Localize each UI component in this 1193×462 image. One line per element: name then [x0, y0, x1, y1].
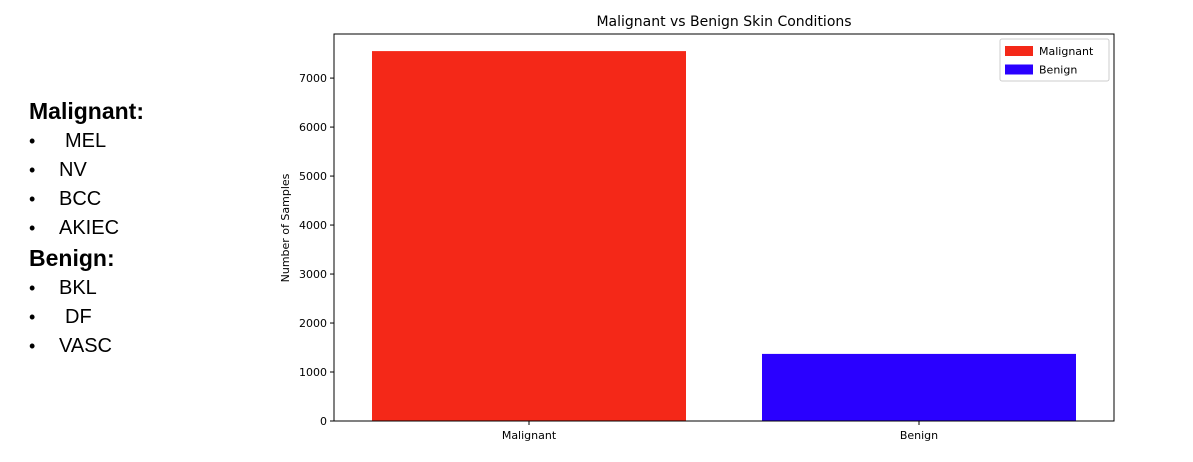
list-item-label: DF	[65, 306, 92, 328]
chart-title: Malignant vs Benign Skin Conditions	[596, 14, 851, 30]
y-axis-label: Number of Samples	[279, 173, 292, 282]
list-item-label: BKL	[59, 277, 97, 299]
bullet: •	[29, 189, 36, 209]
bullet: •	[29, 218, 36, 238]
list-item: • NV	[29, 156, 269, 185]
benign-list: • BKL • DF • VASC	[29, 274, 269, 361]
list-item: • MEL	[29, 127, 269, 156]
list-item-label: AKIEC	[59, 217, 120, 239]
bar-malignant	[372, 51, 686, 421]
list-item-label: NV	[59, 159, 87, 181]
axes-layer: Malignant Benign 0 1000 2000 3000 4000 5000 6000…	[299, 33, 1115, 442]
malignant-group: Malignant: • MEL • NV • BCC • AKIEC	[29, 96, 269, 243]
list-item: • VASC	[29, 332, 269, 361]
list-item: • DF	[29, 303, 269, 332]
malignant-heading: Malignant:	[29, 98, 144, 124]
y-tick-label: 3000	[299, 268, 327, 281]
list-item: • BCC	[29, 185, 269, 214]
malignant-list: • MEL • NV • BCC • AKIEC	[29, 127, 269, 243]
benign-group: Benign: • BKL • DF • VASC	[29, 243, 269, 361]
y-tick-label: 0	[320, 415, 327, 428]
list-item-label: VASC	[59, 335, 112, 357]
legend-swatch	[1005, 46, 1033, 56]
benign-heading: Benign:	[29, 245, 115, 271]
x-tick-label: Benign	[900, 429, 938, 442]
category-list-panel: Malignant: • MEL • NV • BCC • AKIEC Benign: …	[29, 96, 269, 361]
list-item: • AKIEC	[29, 214, 269, 243]
list-item: • BKL	[29, 274, 269, 303]
y-tick-label: 4000	[299, 219, 327, 232]
y-tick-label: 2000	[299, 317, 327, 330]
y-tick-label: 1000	[299, 366, 327, 379]
x-tick-label: Malignant	[502, 429, 557, 442]
legend-label: Benign	[1039, 64, 1077, 77]
bar-benign	[762, 353, 1076, 421]
y-tick-label: 5000	[299, 170, 327, 183]
legend-swatch	[1005, 64, 1033, 75]
list-item-label: BCC	[59, 188, 102, 210]
y-tick-label: 7000	[299, 72, 327, 85]
bullet: •	[29, 131, 36, 151]
bullet: •	[29, 307, 36, 327]
bullet: •	[29, 160, 36, 180]
y-tick-label: 6000	[299, 121, 327, 134]
bullet: •	[29, 278, 36, 298]
legend-label: Malignant	[1039, 45, 1094, 58]
list-item-label: MEL	[65, 130, 107, 152]
bullet: •	[29, 336, 36, 356]
plot-frame	[333, 33, 1115, 422]
bars-layer	[372, 51, 1076, 421]
chart-legend: Malignant Benign	[999, 38, 1110, 82]
